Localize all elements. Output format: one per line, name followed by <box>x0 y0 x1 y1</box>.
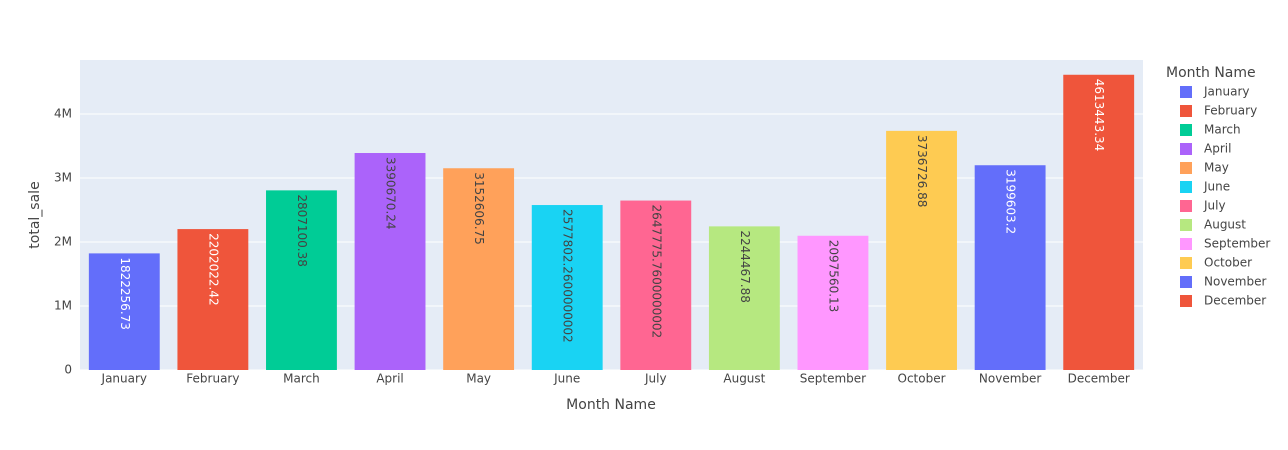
x-axis-title: Month Name <box>566 397 656 413</box>
data-label: 2202022.42 <box>206 233 220 306</box>
data-label: 3736726.88 <box>915 135 929 208</box>
data-label: 4613443.34 <box>1092 79 1106 152</box>
data-label: 2647775.7600000002 <box>649 205 663 339</box>
x-tick-label: January <box>101 372 148 386</box>
x-tick-label: February <box>186 372 239 386</box>
data-label: 1822256.73 <box>118 257 132 330</box>
bar <box>88 253 160 370</box>
legend-swatch[interactable] <box>1180 143 1192 155</box>
bar <box>708 226 780 370</box>
legend-swatch[interactable] <box>1180 276 1192 288</box>
x-tick-label: July <box>644 372 667 386</box>
x-tick-label: March <box>283 372 320 386</box>
data-label: 2577802.2600000002 <box>561 209 575 343</box>
legend-entry[interactable]: August <box>1204 218 1246 232</box>
x-tick-label: April <box>376 372 403 386</box>
y-tick-label: 0 <box>64 363 72 377</box>
x-tick-label: August <box>723 372 765 386</box>
legend-entry[interactable]: November <box>1204 275 1266 289</box>
legend-swatch[interactable] <box>1180 295 1192 307</box>
data-label: 3199603.2 <box>1004 169 1018 234</box>
bar <box>443 168 515 370</box>
x-tick-label: October <box>898 372 946 386</box>
bar <box>974 165 1046 370</box>
y-tick-label: 2M <box>54 235 72 249</box>
plot-area <box>80 60 1143 370</box>
legend-swatch[interactable] <box>1180 105 1192 117</box>
legend-swatch[interactable] <box>1180 257 1192 269</box>
bar <box>531 205 603 370</box>
x-tick-label: November <box>979 372 1041 386</box>
legend-swatch[interactable] <box>1180 200 1192 212</box>
y-axis-title: total_sale <box>27 181 43 248</box>
legend-entry[interactable]: December <box>1204 294 1266 308</box>
data-label: 3152606.75 <box>472 172 486 245</box>
data-label: 3390670.24 <box>384 157 398 230</box>
legend-title: Month Name <box>1166 65 1256 81</box>
bar <box>266 190 337 370</box>
y-tick-label: 1M <box>54 299 72 313</box>
legend-entry[interactable]: September <box>1204 237 1270 251</box>
legend-swatch[interactable] <box>1180 124 1192 136</box>
legend-swatch[interactable] <box>1180 181 1192 193</box>
bar <box>886 130 957 370</box>
legend-swatch[interactable] <box>1180 86 1192 98</box>
legend-entry[interactable]: May <box>1204 161 1229 175</box>
legend-entry[interactable]: July <box>1203 199 1226 213</box>
y-tick-label: 4M <box>54 107 72 121</box>
legend-swatch[interactable] <box>1180 219 1192 231</box>
bar <box>354 153 426 370</box>
legend-entry[interactable]: February <box>1204 104 1257 118</box>
bar <box>797 235 869 370</box>
x-tick-label: September <box>800 372 866 386</box>
bar <box>177 229 249 370</box>
x-tick-label: December <box>1068 372 1130 386</box>
legend-entry[interactable]: April <box>1204 142 1231 156</box>
y-tick-label: 3M <box>54 171 72 185</box>
x-tick-label: June <box>553 372 580 386</box>
legend-entry[interactable]: June <box>1203 180 1230 194</box>
legend-entry[interactable]: January <box>1203 85 1250 99</box>
legend-entry[interactable]: October <box>1204 256 1252 270</box>
x-tick-label: May <box>466 372 491 386</box>
bar <box>620 200 692 370</box>
data-label: 2244467.88 <box>738 230 752 303</box>
legend-swatch[interactable] <box>1180 162 1192 174</box>
bar <box>1063 74 1135 370</box>
data-label: 2807100.38 <box>295 194 309 267</box>
data-label: 2097560.13 <box>826 240 840 313</box>
legend-swatch[interactable] <box>1180 238 1192 250</box>
legend-entry[interactable]: March <box>1204 123 1241 137</box>
